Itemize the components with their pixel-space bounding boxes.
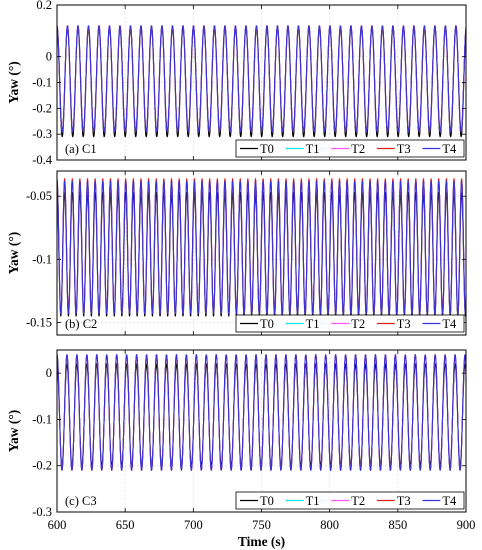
legend-label-t3: T3 xyxy=(397,494,411,508)
legend-label-t2: T2 xyxy=(351,142,365,156)
legend-label-t2: T2 xyxy=(351,317,365,331)
x-tick-label: 900 xyxy=(457,518,476,532)
series-line-t4 xyxy=(56,180,467,315)
y-tick-label: -0.2 xyxy=(32,101,52,115)
panel-label: (c) C3 xyxy=(65,494,97,508)
x-tick-label: 850 xyxy=(388,518,407,532)
legend-box xyxy=(235,491,465,510)
x-axis-label: Time (s) xyxy=(238,534,285,549)
y-tick-label: -0.05 xyxy=(26,189,52,203)
legend-label-t1: T1 xyxy=(306,494,320,508)
legend-box xyxy=(235,314,465,333)
panel-a-c1: 0.2 0 -0.1 -0.2 -0.3 -0.4 Yaw (°) T0 T1 T2 T3 T4 (a)… xyxy=(6,0,467,167)
series-line-t4 xyxy=(56,25,467,133)
legend-box xyxy=(235,139,465,158)
x-tick-label: 650 xyxy=(116,518,135,532)
y-axis-label: Yaw (°) xyxy=(6,232,21,275)
y-tick-label: -0.3 xyxy=(32,505,52,519)
y-tick-label: -0.2 xyxy=(32,459,52,473)
legend-label-t3: T3 xyxy=(397,317,411,331)
y-tick-label: -0.15 xyxy=(26,315,52,329)
y-tick-label: -0.1 xyxy=(32,252,52,266)
y-tick-label: 0 xyxy=(46,50,52,64)
series-line-t4 xyxy=(56,354,467,471)
y-axis-label: Yaw (°) xyxy=(6,61,21,104)
legend-label-t0: T0 xyxy=(260,494,274,508)
legend-label-t0: T0 xyxy=(260,317,274,331)
x-tick-label: 700 xyxy=(184,518,203,532)
y-tick-label: -0.3 xyxy=(32,127,52,141)
series-line-t0 xyxy=(56,27,467,138)
panel-label: (b) C2 xyxy=(65,317,97,331)
legend-label-t1: T1 xyxy=(306,142,320,156)
y-tick-label: -0.1 xyxy=(32,412,52,426)
y-tick-label: 0 xyxy=(46,366,52,380)
legend-label-t4: T4 xyxy=(442,317,457,331)
y-axis-label: Yaw (°) xyxy=(6,410,21,453)
legend-label-t4: T4 xyxy=(442,142,457,156)
y-tick-label: -0.1 xyxy=(32,76,52,90)
x-tick-label: 600 xyxy=(48,518,67,532)
legend-label-t1: T1 xyxy=(306,317,320,331)
panel-label: (a) C1 xyxy=(65,142,97,156)
x-tick-label: 800 xyxy=(320,518,339,532)
legend-label-t0: T0 xyxy=(260,142,274,156)
x-tick-label: 750 xyxy=(252,518,271,532)
panel-b-c2: -0.05 -0.1 -0.15 Yaw (°) T0 T1 T2 T3 T4 (b) C2 xyxy=(6,170,467,336)
legend-label-t3: T3 xyxy=(397,142,411,156)
y-tick-label: -0.4 xyxy=(32,153,53,167)
y-tick-label: 0.2 xyxy=(36,0,52,12)
panel-c-c3: 0 -0.1 -0.2 -0.3 Yaw (°) T0 T1 T2 T3 T4 (c) C3 600 6… xyxy=(6,349,476,549)
legend-label-t2: T2 xyxy=(351,494,365,508)
legend-label-t4: T4 xyxy=(442,494,457,508)
